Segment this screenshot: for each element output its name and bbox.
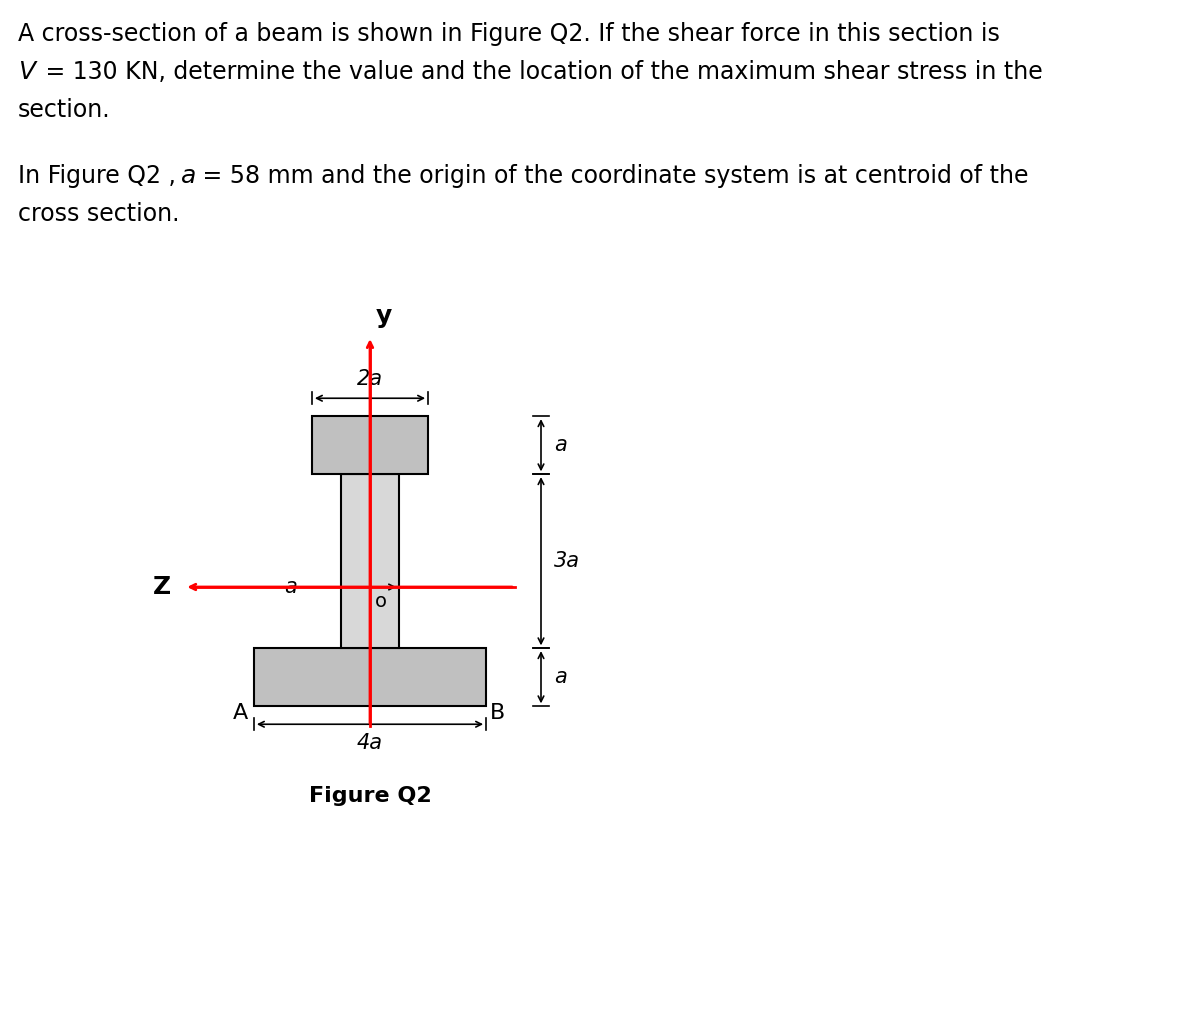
Bar [254, 648, 486, 706]
Text: a: a [284, 577, 298, 597]
Bar [312, 416, 428, 474]
Text: A cross-section of a beam is shown in Figure Q2. If the shear force in this sect: A cross-section of a beam is shown in Fi… [18, 22, 1000, 46]
Text: V: V [18, 60, 35, 84]
Text: a: a [554, 667, 566, 687]
Text: section.: section. [18, 98, 110, 122]
Text: a: a [181, 164, 197, 188]
Text: Figure Q2: Figure Q2 [308, 786, 431, 806]
Text: A: A [233, 703, 248, 723]
Text: y: y [376, 304, 392, 328]
Text: cross section.: cross section. [18, 202, 180, 226]
Text: = 130 KN, determine the value and the location of the maximum shear stress in th: = 130 KN, determine the value and the lo… [38, 60, 1043, 84]
Text: 4a: 4a [358, 733, 383, 754]
Text: In Figure Q2 ,: In Figure Q2 , [18, 164, 184, 188]
Text: a: a [554, 435, 566, 456]
Text: 3a: 3a [554, 551, 580, 572]
Text: B: B [490, 703, 505, 723]
Text: 2a: 2a [358, 369, 383, 390]
Text: Z: Z [154, 575, 172, 599]
Text: = 58 mm and the origin of the coordinate system is at centroid of the: = 58 mm and the origin of the coordinate… [194, 164, 1028, 188]
Bar [341, 474, 398, 648]
Text: o: o [374, 592, 386, 611]
